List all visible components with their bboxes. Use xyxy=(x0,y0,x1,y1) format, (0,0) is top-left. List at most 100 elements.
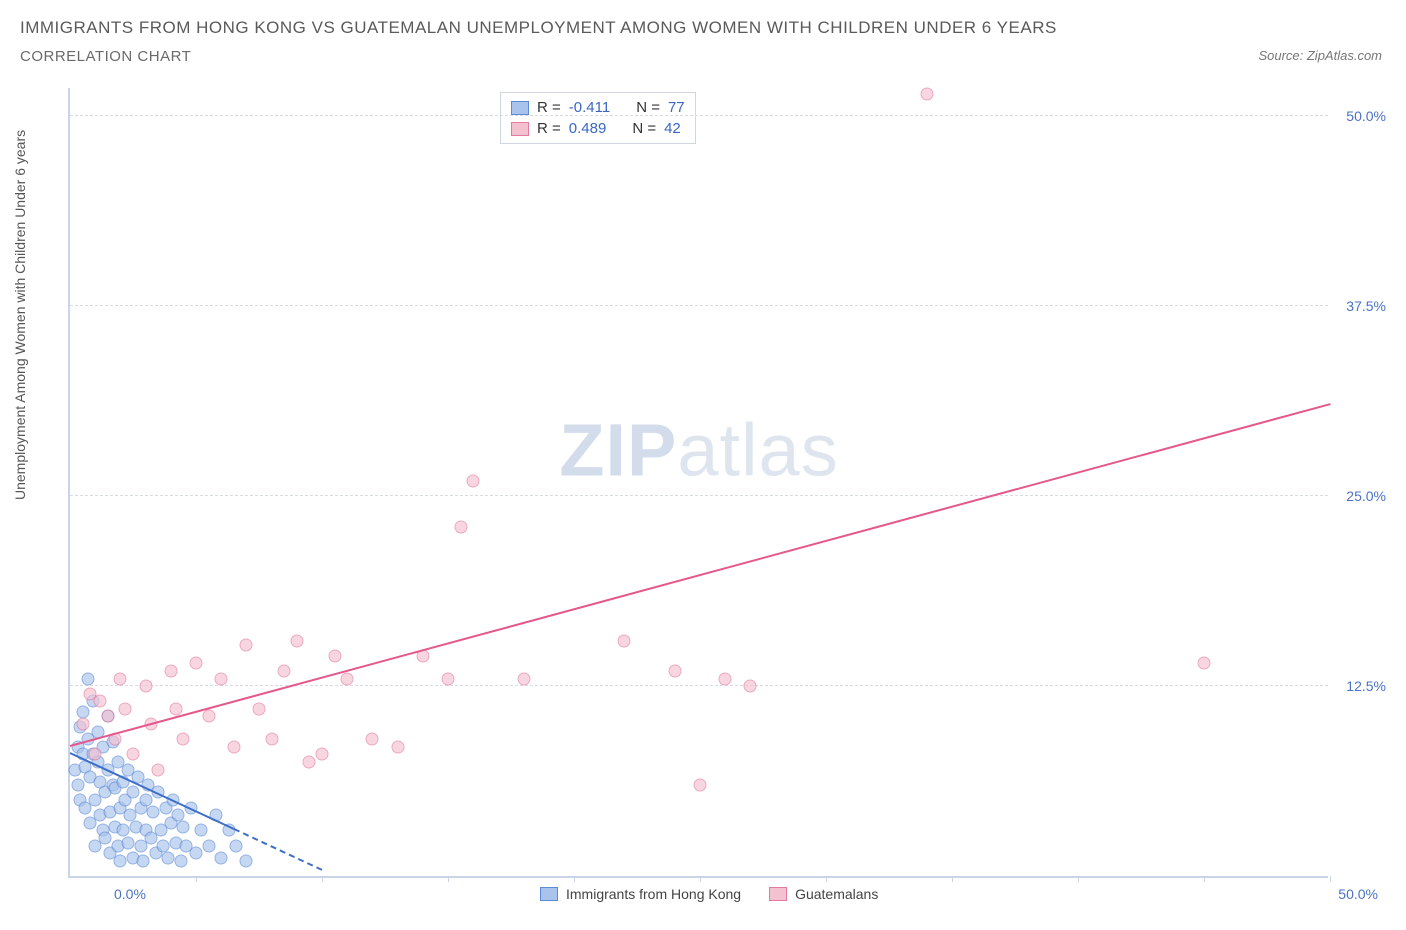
y-axis-label: Unemployment Among Women with Children U… xyxy=(12,130,28,500)
scatter-point xyxy=(227,740,240,753)
scatter-point xyxy=(164,664,177,677)
y-tick-label: 50.0% xyxy=(1346,108,1386,124)
x-tick-mark xyxy=(448,876,449,882)
legend-n-label: N = xyxy=(632,120,656,137)
legend-series-label: Immigrants from Hong Kong xyxy=(566,886,741,902)
scatter-point xyxy=(719,672,732,685)
legend-correlation-row: R = 0.489 N = 42 xyxy=(509,118,687,139)
scatter-point xyxy=(101,710,114,723)
watermark-bold: ZIP xyxy=(559,409,677,492)
chart-container: Unemployment Among Women with Children U… xyxy=(20,80,1386,910)
x-tick-mark xyxy=(1078,876,1079,882)
legend-n-label: N = xyxy=(636,99,660,116)
scatter-point xyxy=(341,672,354,685)
y-tick-label: 12.5% xyxy=(1346,678,1386,694)
legend-series-item: Guatemalans xyxy=(769,886,878,902)
legend-series: Immigrants from Hong Kong Guatemalans xyxy=(540,886,878,902)
scatter-point xyxy=(253,702,266,715)
scatter-point xyxy=(202,710,215,723)
scatter-point xyxy=(467,475,480,488)
scatter-point xyxy=(195,824,208,837)
scatter-point xyxy=(162,851,175,864)
scatter-point xyxy=(391,740,404,753)
scatter-point xyxy=(1198,657,1211,670)
scatter-point xyxy=(76,718,89,731)
gridline-h xyxy=(70,305,1328,306)
scatter-point xyxy=(240,854,253,867)
legend-correlation: R = -0.411 N = 77 R = 0.489 N = 42 xyxy=(500,92,696,144)
y-tick-label: 25.0% xyxy=(1346,488,1386,504)
x-tick-mark xyxy=(574,876,575,882)
scatter-point xyxy=(127,786,140,799)
legend-r-value: -0.411 xyxy=(569,99,610,116)
scatter-point xyxy=(618,634,631,647)
scatter-point xyxy=(139,794,152,807)
legend-series-label: Guatemalans xyxy=(795,886,878,902)
legend-swatch xyxy=(511,101,529,115)
watermark-light: atlas xyxy=(677,409,838,492)
x-tick-mark xyxy=(196,876,197,882)
scatter-point xyxy=(71,778,84,791)
scatter-point xyxy=(81,672,94,685)
scatter-point xyxy=(147,806,160,819)
scatter-point xyxy=(442,672,455,685)
scatter-point xyxy=(172,809,185,822)
x-axis-max-label: 50.0% xyxy=(1338,886,1378,902)
scatter-point xyxy=(303,756,316,769)
scatter-point xyxy=(366,733,379,746)
scatter-point xyxy=(137,854,150,867)
scatter-point xyxy=(114,672,127,685)
scatter-point xyxy=(190,657,203,670)
y-tick-label: 37.5% xyxy=(1346,298,1386,314)
scatter-point xyxy=(94,695,107,708)
scatter-point xyxy=(119,702,132,715)
scatter-point xyxy=(694,778,707,791)
scatter-point xyxy=(157,839,170,852)
scatter-point xyxy=(116,824,129,837)
legend-n-value: 42 xyxy=(664,120,681,137)
legend-series-item: Immigrants from Hong Kong xyxy=(540,886,741,902)
x-tick-mark xyxy=(322,876,323,882)
scatter-point xyxy=(920,87,933,100)
x-tick-mark xyxy=(700,876,701,882)
scatter-point xyxy=(89,748,102,761)
scatter-point xyxy=(265,733,278,746)
chart-subtitle: CORRELATION CHART xyxy=(20,48,1386,65)
scatter-point xyxy=(744,680,757,693)
scatter-point xyxy=(215,851,228,864)
legend-n-value: 77 xyxy=(668,99,685,116)
scatter-point xyxy=(114,854,127,867)
scatter-point xyxy=(169,702,182,715)
gridline-h xyxy=(70,685,1328,686)
scatter-point xyxy=(76,705,89,718)
legend-r-label: R = xyxy=(537,120,561,137)
scatter-point xyxy=(190,847,203,860)
scatter-point xyxy=(668,664,681,677)
watermark: ZIPatlas xyxy=(559,408,838,493)
scatter-point xyxy=(177,733,190,746)
chart-title: IMMIGRANTS FROM HONG KONG VS GUATEMALAN … xyxy=(20,18,1386,38)
legend-r-value: 0.489 xyxy=(569,120,607,137)
scatter-point xyxy=(517,672,530,685)
x-axis-min-label: 0.0% xyxy=(114,886,146,902)
scatter-point xyxy=(215,672,228,685)
scatter-point xyxy=(316,748,329,761)
plot-area: ZIPatlas R = -0.411 N = 77 R = 0.489 N = 42… xyxy=(68,88,1328,878)
scatter-point xyxy=(174,854,187,867)
scatter-point xyxy=(290,634,303,647)
scatter-point xyxy=(152,763,165,776)
gridline-h xyxy=(70,495,1328,496)
scatter-point xyxy=(278,664,291,677)
x-tick-mark xyxy=(1204,876,1205,882)
scatter-point xyxy=(230,839,243,852)
x-tick-mark xyxy=(1330,876,1331,882)
legend-swatch xyxy=(769,887,787,901)
scatter-point xyxy=(139,680,152,693)
scatter-point xyxy=(177,821,190,834)
gridline-h xyxy=(70,115,1328,116)
scatter-point xyxy=(240,639,253,652)
trend-line xyxy=(70,403,1331,747)
scatter-point xyxy=(328,649,341,662)
legend-swatch xyxy=(511,122,529,136)
legend-r-label: R = xyxy=(537,99,561,116)
